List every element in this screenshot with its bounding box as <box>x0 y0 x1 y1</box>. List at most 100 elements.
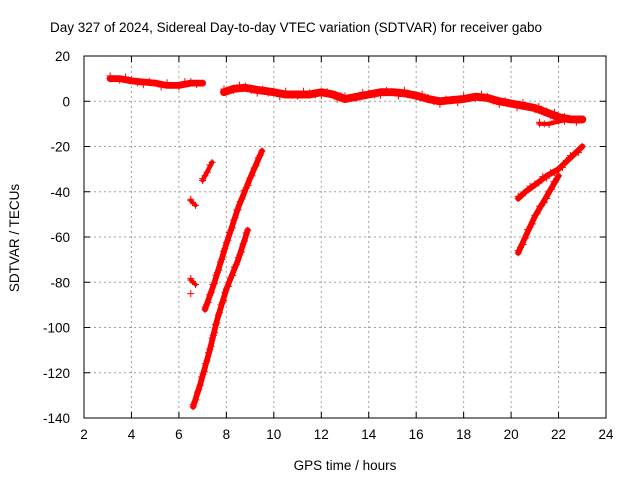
data-point-marker <box>192 396 200 404</box>
data-point-marker <box>187 276 195 284</box>
data-point-marker <box>460 92 468 100</box>
data-point-marker <box>228 271 236 279</box>
y-tick-label: -80 <box>50 275 70 290</box>
data-point-marker <box>116 76 124 84</box>
data-point-marker <box>514 249 522 257</box>
data-point-marker <box>305 89 313 97</box>
data-point-marker <box>533 210 541 218</box>
data-point-marker <box>501 97 509 105</box>
data-point-marker <box>276 92 284 100</box>
data-point-marker <box>220 88 228 96</box>
data-point-marker <box>256 152 264 160</box>
x-tick-label: 8 <box>223 427 231 442</box>
data-point-marker <box>329 90 337 98</box>
data-point-marker <box>311 91 319 99</box>
data-point-marker <box>175 83 183 91</box>
data-point-marker <box>282 87 290 95</box>
series-late-dip <box>536 115 574 129</box>
data-point-marker <box>483 92 491 100</box>
series-arc-1 <box>189 226 252 411</box>
data-point-marker <box>193 81 201 89</box>
chart-title: Day 327 of 2024, Sidereal Day-to-day VTE… <box>50 20 542 35</box>
data-point-marker <box>566 115 574 123</box>
data-point-marker <box>448 96 456 104</box>
data-point-marker <box>220 296 228 304</box>
data-point-marker <box>543 195 551 203</box>
data-point-marker <box>187 78 195 86</box>
y-tick-label: -40 <box>50 185 70 200</box>
data-point-marker <box>477 90 485 98</box>
series-arc-2 <box>201 147 266 313</box>
data-point-marker <box>519 99 527 107</box>
data-point-marker <box>574 149 582 157</box>
data-point-marker <box>258 147 266 155</box>
data-point-marker <box>199 79 207 87</box>
data-point-marker <box>572 119 580 127</box>
data-point-marker <box>201 172 209 180</box>
data-point-marker <box>211 329 218 337</box>
series-arc-3 <box>514 172 563 257</box>
data-point-marker <box>169 81 177 89</box>
data-point-marker <box>531 180 539 188</box>
data-point-marker <box>207 288 215 296</box>
data-point-marker <box>430 98 438 106</box>
data-point-marker <box>288 90 296 98</box>
y-tick-label: -60 <box>50 230 70 245</box>
x-tick-label: 22 <box>551 427 566 442</box>
data-point-marker <box>248 172 256 180</box>
data-point-marker <box>559 164 566 172</box>
data-point-marker <box>252 162 260 170</box>
data-point-marker <box>106 75 114 83</box>
data-point-marker <box>187 197 195 205</box>
data-point-marker <box>560 117 568 125</box>
data-point-marker <box>204 349 212 357</box>
data-point-marker <box>365 89 373 97</box>
x-tick-label: 18 <box>456 427 471 442</box>
x-tick-label: 10 <box>266 427 281 442</box>
data-point-marker <box>555 117 563 125</box>
series-main-band-a <box>106 72 207 91</box>
data-point-marker <box>189 403 197 411</box>
data-point-marker <box>241 237 249 245</box>
data-point-marker <box>513 104 521 112</box>
data-point-marker <box>299 87 307 95</box>
data-point-marker <box>371 91 379 99</box>
data-point-marker <box>543 107 551 115</box>
data-point-marker <box>216 309 224 317</box>
data-point-marker <box>578 115 586 123</box>
data-point-marker <box>507 100 515 108</box>
x-tick-label: 16 <box>409 427 424 442</box>
data-point-marker <box>535 179 543 187</box>
x-tick-label: 2 <box>80 427 88 442</box>
data-point-marker <box>535 102 543 110</box>
x-tick-label: 24 <box>598 427 614 442</box>
y-axis-label: SDTVAR / TECUs <box>7 184 22 293</box>
data-point-marker <box>551 169 559 177</box>
data-point-marker <box>199 176 207 184</box>
data-point-marker <box>201 305 209 313</box>
x-tick-label: 6 <box>175 427 183 442</box>
data-point-marker <box>495 100 503 108</box>
data-point-marker <box>196 381 204 389</box>
data-point-marker <box>353 94 361 102</box>
y-tick-label: 20 <box>55 49 70 64</box>
data-point-marker <box>472 94 479 102</box>
data-point-marker <box>207 342 215 350</box>
data-point-marker <box>555 172 563 180</box>
data-point-marker <box>562 156 570 164</box>
data-point-marker <box>234 206 242 214</box>
data-point-marker <box>122 73 130 81</box>
data-point-marker <box>237 248 245 256</box>
data-point-marker <box>388 88 396 96</box>
data-point-marker <box>187 290 195 298</box>
y-tick-label: -140 <box>43 411 70 426</box>
data-point-marker <box>436 100 444 108</box>
x-tick-label: 12 <box>314 427 329 442</box>
data-point-marker <box>208 158 216 166</box>
data-point-marker <box>578 143 586 150</box>
data-point-marker <box>213 319 221 327</box>
data-point-marker <box>294 92 302 100</box>
data-point-marker <box>127 76 135 84</box>
